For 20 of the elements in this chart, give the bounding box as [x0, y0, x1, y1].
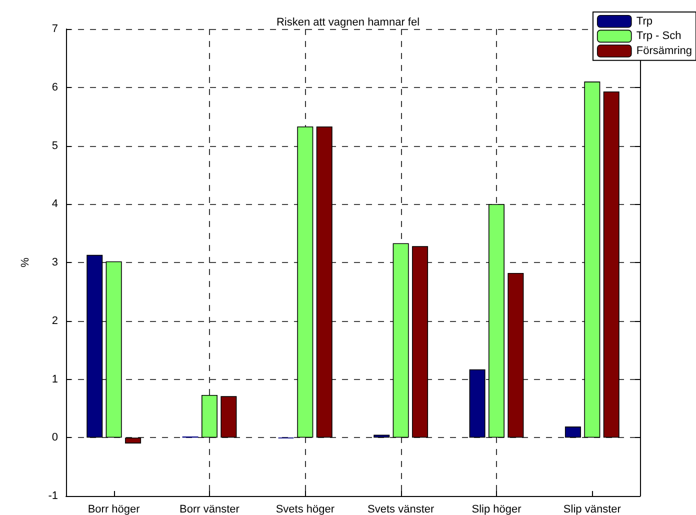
y-tick-label: 2 [52, 314, 58, 327]
y-tick-label: -1 [48, 490, 58, 502]
x-tick-label: Svets vänster [368, 504, 434, 515]
legend-label: Trp [636, 15, 652, 28]
x-tick-label: Slip höger [472, 504, 522, 515]
y-axis-title: % [20, 257, 32, 268]
y-tick-label: 1 [52, 373, 58, 386]
chart-title: Risken att vagnen hamnar fel [276, 16, 420, 28]
x-tick-label: Borr höger [88, 504, 140, 515]
legend-label: Trp - Sch [636, 30, 682, 42]
y-tick-label: 5 [52, 140, 58, 152]
y-tick-label: 7 [52, 23, 58, 35]
y-tick-label: 4 [52, 198, 58, 210]
legend-label: Försämring [636, 45, 692, 57]
x-tick-label: Borr vänster [180, 504, 240, 515]
y-tick-label: 6 [52, 81, 58, 94]
y-tick-label: 0 [52, 432, 58, 444]
x-tick-label: Slip vänster [563, 504, 622, 515]
y-tick-label: 3 [52, 256, 58, 268]
x-tick-label: Svets höger [276, 504, 335, 515]
